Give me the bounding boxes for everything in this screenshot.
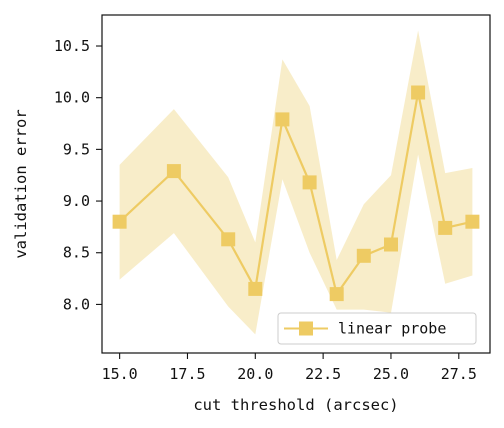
x-axis-title: cut threshold (arcsec) bbox=[193, 396, 398, 414]
x-tick-label: 17.5 bbox=[169, 365, 205, 383]
data-point-marker bbox=[275, 112, 290, 127]
x-tick-label: 15.0 bbox=[102, 365, 138, 383]
data-point-marker bbox=[384, 237, 398, 252]
x-tick-label: 22.5 bbox=[305, 365, 341, 383]
y-axis-title: validation error bbox=[12, 109, 30, 258]
series-markers bbox=[112, 85, 480, 302]
y-tick-label: 8.5 bbox=[63, 244, 90, 262]
x-tick-label: 27.5 bbox=[441, 365, 477, 383]
legend-box bbox=[277, 312, 477, 345]
series-line-linear-probe bbox=[118, 92, 473, 297]
y-axis: 8.0 8.5 9.0 9.5 10.0 10.5 bbox=[54, 37, 102, 313]
data-point-marker bbox=[329, 287, 344, 302]
y-tick-label: 8.0 bbox=[63, 295, 90, 313]
data-point-marker bbox=[465, 214, 480, 229]
y-tick-label: 10.5 bbox=[54, 37, 90, 55]
confidence-band bbox=[119, 30, 473, 335]
legend-marker-sample bbox=[299, 321, 313, 336]
plot-area bbox=[112, 30, 480, 335]
y-tick-label: 9.0 bbox=[63, 192, 90, 210]
data-point-marker bbox=[356, 248, 371, 263]
data-point-marker bbox=[248, 281, 263, 296]
data-point-marker bbox=[221, 232, 236, 247]
x-tick-label: 20.0 bbox=[237, 365, 273, 383]
data-point-marker bbox=[112, 214, 127, 229]
data-point-marker bbox=[411, 85, 426, 100]
data-point-marker bbox=[438, 220, 453, 235]
y-tick-label: 9.5 bbox=[63, 140, 90, 158]
legend-label: linear probe bbox=[338, 320, 446, 338]
legend: linear probe bbox=[277, 312, 477, 345]
data-point-marker bbox=[302, 175, 317, 190]
axes-frame bbox=[101, 14, 491, 354]
y-tick-label: 10.0 bbox=[54, 89, 90, 107]
x-tick-label: 25.0 bbox=[373, 365, 409, 383]
data-point-marker bbox=[166, 164, 181, 179]
x-axis: 15.0 17.5 20.0 22.5 25.0 27.5 bbox=[102, 353, 477, 383]
